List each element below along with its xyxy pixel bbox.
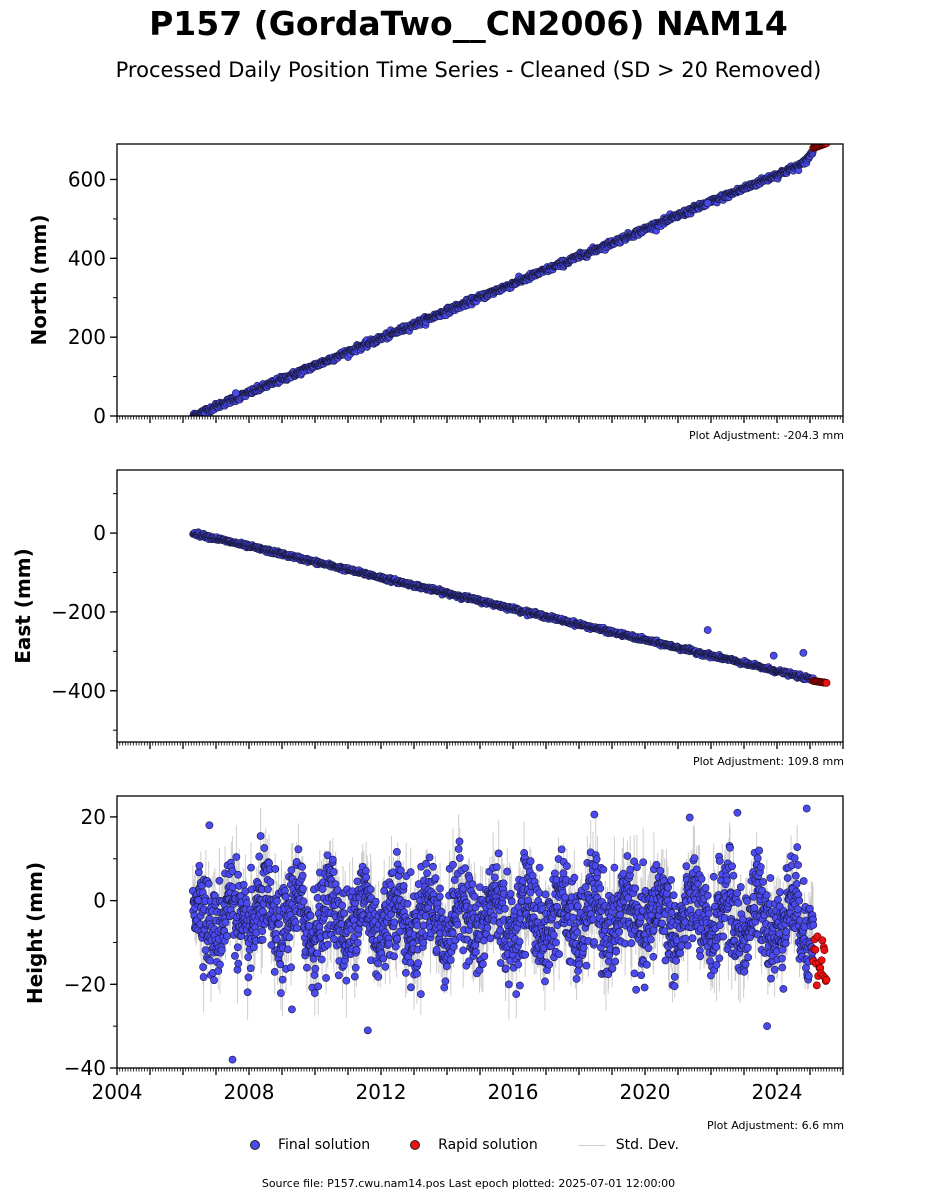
panel-0: 0 200 400 600	[68, 143, 844, 428]
y-tick-label: 600	[68, 167, 106, 191]
chart-subtitle: Processed Daily Position Time Series - C…	[115, 58, 822, 82]
east-adjustment: Plot Adjustment: 109.8 mm	[692, 755, 844, 768]
y-tick-label: −400	[51, 679, 106, 703]
rapid-point	[822, 678, 831, 687]
rapid-point	[822, 144, 831, 148]
height-adjustment: Plot Adjustment: 6.6 mm	[706, 1119, 844, 1132]
final-point	[703, 626, 712, 634]
panel-frame	[116, 143, 844, 417]
y-tick-label: 400	[68, 246, 106, 270]
y-tick-label: 0	[93, 521, 106, 545]
panel-0-data	[189, 144, 831, 416]
north-adjustment: Plot Adjustment: -204.3 mm	[689, 429, 844, 442]
y-tick-label: −200	[51, 600, 106, 624]
y-tick-label: 0	[93, 404, 106, 428]
final-point	[799, 649, 808, 657]
final-point	[703, 199, 712, 208]
panel-2-data	[188, 804, 831, 1064]
panel-1: −400 −200 0	[51, 469, 844, 749]
panel-1-data	[189, 528, 831, 687]
chart-title: P157 (GordaTwo__CN2006) NAM14	[149, 4, 788, 43]
y-tick-label: 200	[68, 325, 106, 349]
final-point	[769, 651, 778, 660]
final-point	[231, 389, 240, 398]
